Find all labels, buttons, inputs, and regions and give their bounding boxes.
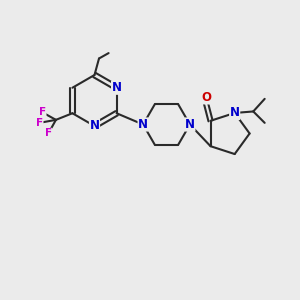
- Text: F: F: [39, 107, 46, 117]
- Text: N: N: [185, 118, 195, 131]
- Text: F: F: [36, 118, 43, 128]
- Text: F: F: [45, 128, 52, 138]
- Text: N: N: [230, 106, 240, 119]
- Text: N: N: [138, 118, 148, 131]
- Text: N: N: [89, 119, 100, 133]
- Text: N: N: [112, 81, 122, 94]
- Text: O: O: [201, 91, 211, 104]
